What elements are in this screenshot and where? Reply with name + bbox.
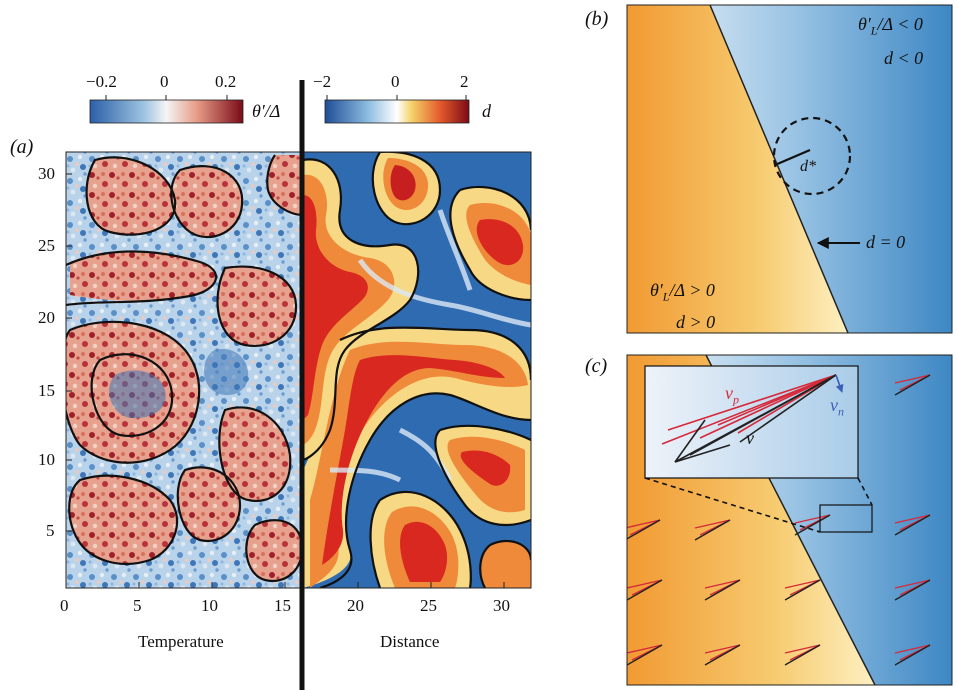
distance-caption: Distance bbox=[380, 632, 440, 651]
radius-label: d* bbox=[800, 158, 816, 175]
panel-c-label: (c) bbox=[585, 355, 608, 377]
contour-lines bbox=[66, 152, 531, 588]
vn-label: vn bbox=[830, 395, 844, 419]
zoom-line-left bbox=[644, 477, 821, 533]
interface-label: d = 0 bbox=[866, 232, 906, 252]
panel-b-label: (b) bbox=[585, 8, 609, 30]
panel-b-frame bbox=[626, 4, 953, 334]
y-tick-20: 20 bbox=[38, 308, 55, 327]
warm-patches bbox=[66, 155, 303, 581]
v-vectors bbox=[674, 374, 837, 463]
x-tick-20: 20 bbox=[347, 596, 364, 615]
panel-c-frame bbox=[626, 354, 953, 686]
y-tick-15: 15 bbox=[38, 381, 55, 400]
vp-label: vp bbox=[725, 383, 739, 407]
dist-tick-mid: 0 bbox=[391, 72, 400, 91]
zoom-inset bbox=[644, 365, 859, 479]
temp-tick-low: −0.2 bbox=[86, 72, 117, 91]
panel-b-cool-label-1: θ′L/Δ < 0 bbox=[858, 14, 923, 38]
temperature-colorbar bbox=[89, 95, 244, 124]
velocity-arrow-field bbox=[627, 374, 931, 666]
distance-colorbar bbox=[324, 95, 470, 124]
panel-a-frame bbox=[65, 151, 532, 589]
dist-tick-high: 2 bbox=[460, 72, 469, 91]
vn-vector bbox=[835, 374, 844, 393]
x-tick-10: 10 bbox=[201, 596, 218, 615]
y-tick-5: 5 bbox=[46, 521, 55, 540]
dist-colorbar-symbol: d bbox=[482, 101, 491, 121]
dashed-circle bbox=[772, 116, 852, 196]
blue-core-patches bbox=[109, 349, 249, 419]
distance-positive-regions bbox=[303, 152, 531, 588]
x-tick-30: 30 bbox=[493, 596, 510, 615]
panel-b-warm-label-2: d > 0 bbox=[676, 312, 716, 332]
zoom-box bbox=[819, 504, 873, 533]
panel-b-warm-label-1: θ′L/Δ > 0 bbox=[650, 280, 715, 304]
panel-a-plot bbox=[66, 152, 531, 588]
y-tick-10: 10 bbox=[38, 450, 55, 469]
temp-tick-high: 0.2 bbox=[215, 72, 237, 91]
y-tick-25: 25 bbox=[38, 236, 55, 255]
temp-colorbar-symbol: θ′/Δ bbox=[252, 101, 281, 121]
v-label: v bbox=[746, 428, 754, 448]
x-tick-15: 15 bbox=[274, 596, 291, 615]
panel-a-label: (a) bbox=[10, 136, 34, 158]
x-tick-5: 5 bbox=[133, 596, 142, 615]
x-tick-0: 0 bbox=[60, 596, 69, 615]
distance-blue-ridges bbox=[329, 209, 531, 483]
panel-b-plot bbox=[627, 5, 952, 333]
dist-tick-low: −2 bbox=[313, 72, 332, 91]
interface-line bbox=[709, 5, 849, 333]
temp-tick-mid: 0 bbox=[160, 72, 169, 91]
panel-b-cool-label-2: d < 0 bbox=[884, 48, 924, 68]
y-tick-30: 30 bbox=[38, 164, 55, 183]
temperature-caption: Temperature bbox=[138, 632, 224, 651]
radius-line bbox=[774, 148, 811, 167]
vp-vectors bbox=[661, 374, 837, 445]
x-tick-25: 25 bbox=[420, 596, 437, 615]
panel-a-ticks bbox=[65, 173, 505, 588]
